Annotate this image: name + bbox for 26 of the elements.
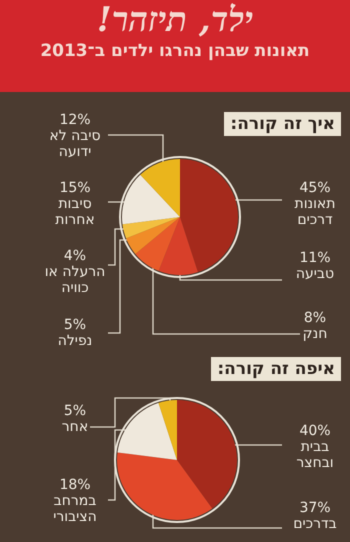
data-label: 4% [62, 248, 88, 264]
slice-label: סיבות אחרות [54, 196, 96, 228]
chart-subtitle: תאונות שבהן נהרגו ילדים ב־2013 [39, 40, 311, 62]
data-label: 37% [298, 500, 332, 516]
slice-label: הרעלה או כוויה [44, 264, 106, 296]
data-label: 45% [298, 180, 332, 196]
data-label: 8% [302, 310, 328, 326]
slice-label: נפילה [56, 333, 94, 349]
data-label: 11% [298, 250, 332, 266]
slice-label: במרחב הציבורי [52, 493, 98, 525]
data-label: 12% [58, 112, 92, 128]
text: איפה זה קורה: [211, 357, 341, 381]
slice-label: סיבה לא ידועה [48, 128, 102, 160]
chart-title: ילד, תיזהר! [96, 0, 254, 40]
text: איך זה קורה: [224, 112, 341, 136]
data-label: 40% [298, 423, 332, 439]
slice-label: בבית ובחצר [295, 439, 335, 471]
slice-label: תאונות דרכים [294, 196, 336, 228]
slice-label: חנק [302, 326, 328, 342]
data-label: 5% [62, 317, 88, 333]
data-label: 18% [58, 477, 92, 493]
data-label: 5% [62, 403, 88, 419]
data-label: 15% [58, 180, 92, 196]
slice-label: בדרכים [292, 516, 338, 532]
slice-label: טביעה [294, 266, 336, 282]
slice-label: אחר [60, 419, 90, 435]
